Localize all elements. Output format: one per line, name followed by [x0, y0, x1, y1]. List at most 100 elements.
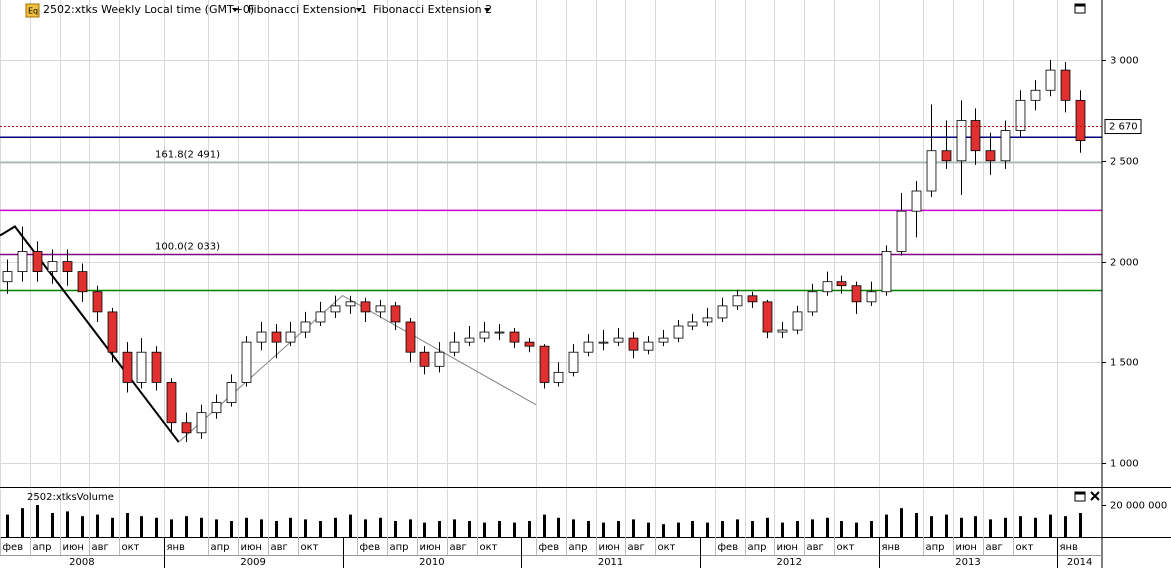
- candle-body: [911, 190, 922, 212]
- y-tick-label: 3 000: [1110, 56, 1139, 67]
- volume-bar: [289, 517, 292, 537]
- volume-bar: [230, 521, 233, 537]
- volume-bar: [21, 508, 24, 537]
- candle-body: [970, 120, 981, 152]
- volume-bar: [706, 522, 709, 537]
- candle-body: [717, 305, 728, 319]
- x-tick-label: авг: [807, 542, 824, 553]
- volume-bar: [51, 513, 54, 537]
- x-tick-label: июн: [599, 542, 620, 553]
- candle-body: [881, 251, 892, 293]
- year-label: 2014: [1067, 557, 1092, 568]
- volume-bar: [811, 519, 814, 537]
- volume-bar: [1064, 516, 1067, 537]
- candle-body: [851, 285, 862, 303]
- volume-bar: [409, 519, 412, 537]
- price-tag-label: 2 670: [1109, 122, 1138, 133]
- candle-body: [390, 305, 401, 323]
- candle-body: [762, 301, 773, 333]
- candle-body: [226, 382, 237, 403]
- candle-body: [330, 305, 341, 313]
- candle-body: [136, 351, 147, 383]
- candle-body: [777, 329, 788, 333]
- volume-bar: [364, 519, 367, 537]
- candle-body: [464, 337, 475, 343]
- candle-body: [732, 295, 743, 307]
- y-tick-label: 1 500: [1110, 358, 1139, 369]
- candle-body: [613, 337, 624, 343]
- x-tick-label: апр: [926, 542, 945, 553]
- candle-body: [47, 261, 58, 273]
- x-tick-label: окт: [1016, 542, 1034, 553]
- candle-body: [405, 321, 416, 353]
- volume-bar: [111, 517, 114, 537]
- candle-body: [151, 351, 162, 383]
- volume-bar: [334, 517, 337, 537]
- close-button[interactable]: [1090, 491, 1100, 501]
- price-tag-box: [1104, 119, 1142, 135]
- candle-body: [449, 341, 460, 353]
- volume-bar: [826, 517, 829, 537]
- volume-bar: [930, 516, 933, 537]
- maximize-button[interactable]: [1074, 491, 1086, 502]
- volume-bar: [870, 521, 873, 537]
- volume-bar: [36, 505, 39, 537]
- symbol-icon[interactable]: [25, 3, 40, 18]
- candle-body: [673, 325, 684, 339]
- volume-bar: [170, 519, 173, 537]
- maximize-button[interactable]: [1074, 3, 1086, 14]
- candle-body: [360, 301, 371, 313]
- volume-bar: [647, 522, 650, 537]
- volume-bar: [245, 517, 248, 537]
- dropdown-arrows[interactable]: [232, 8, 490, 12]
- year-label: 2010: [419, 557, 444, 568]
- volume-bar: [215, 519, 218, 537]
- volume-bar: [1079, 513, 1082, 537]
- volume-bar: [766, 517, 769, 537]
- x-tick-label: фев: [539, 542, 560, 553]
- candle-body: [181, 422, 192, 434]
- x-tick-label: авг: [450, 542, 467, 553]
- candle-body: [300, 321, 311, 333]
- chart-title[interactable]: 2502:xtks Weekly Local time (GMT+0): [43, 3, 254, 16]
- candle-body: [956, 120, 967, 162]
- volume-bar: [498, 521, 501, 537]
- volume-bar: [6, 514, 9, 537]
- volume-bar: [1049, 514, 1052, 537]
- volume-bar: [66, 511, 69, 537]
- x-tick-label: окт: [301, 542, 319, 553]
- study-label[interactable]: Fibonacci Extension 2: [373, 3, 492, 16]
- x-tick-label: апр: [569, 542, 588, 553]
- candle-body: [598, 341, 609, 344]
- y-tick-label: 2 000: [1110, 258, 1139, 269]
- volume-bar: [572, 519, 575, 537]
- volume-bar: [796, 521, 799, 537]
- candle-body: [568, 351, 579, 373]
- candle-body: [271, 331, 282, 343]
- candle-body: [702, 317, 713, 323]
- candle-body: [1075, 99, 1086, 142]
- volume-bar: [721, 521, 724, 537]
- volume-bar: [1004, 517, 1007, 537]
- volume-bar: [840, 521, 843, 537]
- candle-body: [107, 311, 118, 353]
- volume-bar: [438, 521, 441, 537]
- fibonacci-level-label: 161.8(2 491): [155, 150, 220, 161]
- study-label[interactable]: Fibonacci Extension 1: [248, 3, 367, 16]
- volume-bar: [900, 508, 903, 537]
- candle-body: [807, 291, 818, 313]
- candle-body: [494, 331, 505, 334]
- candle-body: [122, 351, 133, 383]
- candle-body: [836, 281, 847, 287]
- x-tick-label: июн: [956, 542, 977, 553]
- volume-bar: [394, 521, 397, 537]
- x-tick-label: авг: [271, 542, 288, 553]
- candle-body: [1015, 99, 1026, 131]
- volume-bar: [319, 521, 322, 537]
- plot: 161.8(2 491) 100.0(2 033): [0, 60, 1102, 537]
- candle-body: [92, 291, 103, 313]
- volume-bar: [155, 517, 158, 537]
- volume-bar: [632, 519, 635, 537]
